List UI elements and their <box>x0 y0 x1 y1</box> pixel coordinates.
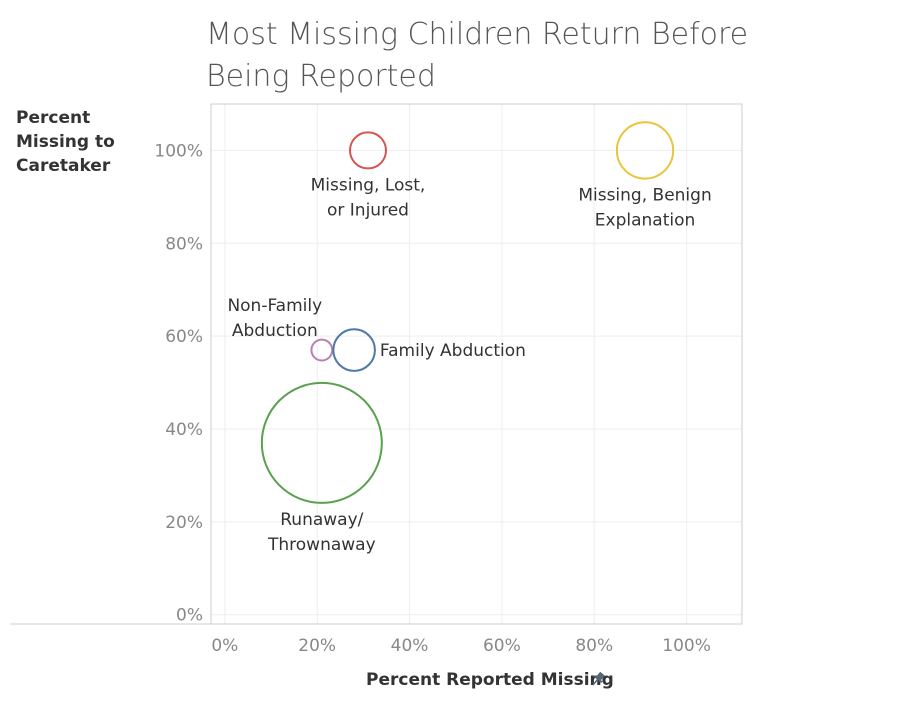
x-axis-title: Percent Reported Missing <box>366 670 614 690</box>
bubble-marker <box>615 121 675 180</box>
y-tick-label: 20% <box>165 513 203 533</box>
x-tick-label: 100% <box>662 636 711 656</box>
bubble-marker <box>332 328 376 372</box>
bubble-marker <box>348 131 387 170</box>
bubble-label: or Injured <box>327 200 409 220</box>
x-tick-label: 20% <box>298 636 336 656</box>
bubble-label: Missing, Lost, <box>311 175 426 195</box>
bubble-label: Explanation <box>595 211 696 231</box>
y-tick-label: 0% <box>176 606 203 626</box>
y-tick-label: 60% <box>165 327 203 347</box>
x-tick-label: 40% <box>391 636 429 656</box>
plot-border <box>210 103 743 625</box>
x-tick-label: 0% <box>211 636 238 656</box>
y-tick-label: 40% <box>165 420 203 440</box>
x-tick-label: 60% <box>483 636 521 656</box>
bubble-marker <box>260 381 383 504</box>
x-tick-label: 80% <box>575 636 613 656</box>
bubble-label: Family Abduction <box>380 341 526 361</box>
bubble-marker <box>310 338 334 362</box>
bubble-label: Abduction <box>232 321 318 341</box>
bubble-label: Runaway/ <box>280 510 363 530</box>
y-axis-title: Percent Missing to Caretaker <box>16 108 115 176</box>
bubble-label: Missing, Benign <box>578 186 711 206</box>
pin-icon[interactable] <box>590 670 606 688</box>
chart-title: Most Missing Children Return Before Bein… <box>206 17 749 94</box>
y-tick-label: 80% <box>165 234 203 254</box>
bubble-label: Non-Family <box>227 296 322 316</box>
bubble-label: Thrownaway <box>267 535 376 555</box>
y-tick-label: 100% <box>154 141 203 161</box>
